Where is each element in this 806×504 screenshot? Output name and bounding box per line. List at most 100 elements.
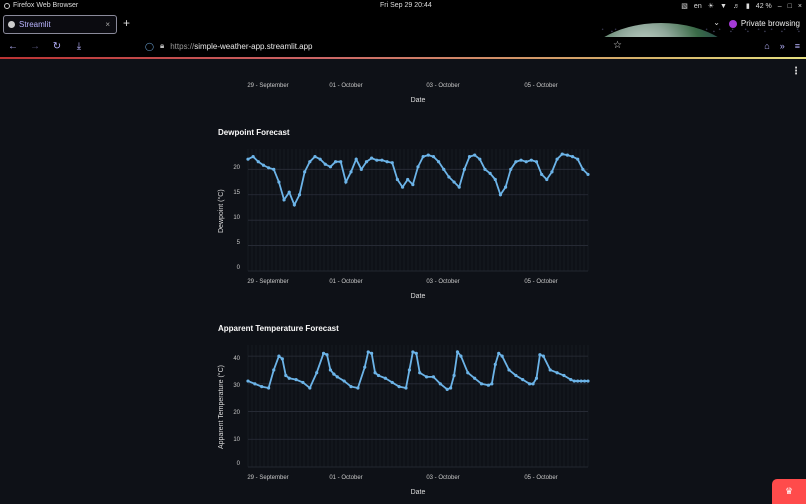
data-point[interactable] (356, 386, 360, 390)
data-point[interactable] (582, 379, 587, 383)
data-point[interactable] (325, 353, 329, 357)
data-point[interactable] (473, 153, 477, 157)
data-point[interactable] (493, 177, 497, 182)
data-point[interactable] (260, 384, 264, 389)
data-point[interactable] (586, 379, 590, 383)
overflow-chevron-icon[interactable]: » (779, 41, 785, 51)
data-point[interactable] (375, 158, 379, 162)
extensions-icon[interactable]: ⌂ (764, 41, 770, 51)
tab-close-icon[interactable]: × (105, 20, 110, 29)
data-point[interactable] (431, 155, 436, 159)
data-point[interactable] (437, 160, 441, 164)
tab-streamlit[interactable]: Streamlit × (3, 15, 117, 34)
maximize-button[interactable]: □ (787, 2, 792, 10)
apparent-temperature-plot-area[interactable] (246, 345, 590, 468)
data-point[interactable] (411, 182, 415, 187)
app-menu-icon[interactable]: ≡ (794, 41, 800, 51)
data-point[interactable] (493, 362, 497, 367)
data-point[interactable] (455, 350, 460, 354)
data-point[interactable] (280, 357, 284, 361)
data-point[interactable] (282, 198, 286, 202)
data-point[interactable] (390, 380, 394, 385)
data-point[interactable] (397, 384, 401, 389)
keyboard-icon[interactable]: ▧ (681, 3, 688, 10)
data-point[interactable] (459, 354, 463, 358)
data-point[interactable] (400, 185, 405, 189)
data-point[interactable] (411, 350, 415, 354)
reload-icon[interactable]: ↻ (52, 41, 62, 52)
data-point[interactable] (421, 155, 425, 159)
data-point[interactable] (524, 160, 528, 164)
data-point[interactable] (452, 180, 456, 184)
data-point[interactable] (572, 379, 576, 383)
wifi-icon[interactable]: ▼ (720, 2, 727, 10)
data-point[interactable] (529, 158, 533, 162)
data-point[interactable] (308, 160, 312, 164)
data-point[interactable] (442, 167, 446, 171)
volume-icon[interactable]: ♬ (732, 2, 740, 10)
data-point[interactable] (284, 373, 288, 378)
data-point[interactable] (581, 167, 585, 171)
data-point[interactable] (287, 376, 291, 380)
data-point[interactable] (267, 386, 271, 390)
data-point[interactable] (414, 351, 418, 355)
dewpoint-plot-area[interactable] (246, 149, 590, 272)
data-point[interactable] (462, 167, 466, 171)
data-point[interactable] (328, 368, 333, 372)
data-point[interactable] (570, 155, 575, 159)
data-point[interactable] (395, 177, 399, 182)
data-point[interactable] (246, 379, 250, 383)
streamlit-main[interactable]: ⋮ 29 - September 01 - October 03 - Octob… (0, 59, 806, 504)
battery-icon[interactable]: ▮ (745, 3, 750, 10)
data-point[interactable] (550, 170, 554, 174)
data-point[interactable] (579, 379, 583, 383)
language-indicator[interactable]: en (693, 2, 702, 10)
lock-icon[interactable]: 🔒︎ (159, 41, 165, 50)
downloads-icon[interactable]: ⤓ (76, 41, 82, 52)
data-point[interactable] (287, 190, 291, 194)
data-point[interactable] (531, 382, 535, 386)
data-point[interactable] (251, 155, 255, 159)
data-point[interactable] (292, 203, 296, 207)
data-point[interactable] (507, 368, 511, 372)
back-icon[interactable]: ← (8, 41, 18, 52)
data-point[interactable] (313, 155, 317, 159)
data-point[interactable] (380, 158, 384, 162)
data-point[interactable] (555, 371, 559, 375)
data-point[interactable] (545, 177, 549, 182)
data-point[interactable] (390, 161, 394, 165)
data-point[interactable] (332, 372, 336, 376)
data-point[interactable] (473, 376, 477, 380)
data-point[interactable] (373, 371, 377, 375)
data-point[interactable] (576, 157, 580, 161)
data-point[interactable] (519, 158, 523, 162)
data-point[interactable] (490, 382, 494, 386)
new-tab-button[interactable]: + (123, 16, 131, 30)
data-point[interactable] (467, 155, 472, 159)
data-point[interactable] (272, 167, 276, 171)
data-point[interactable] (328, 165, 333, 169)
forward-icon[interactable]: → (30, 41, 40, 52)
data-point[interactable] (445, 387, 449, 391)
url-bar[interactable]: ◯ 🔒︎ https://simple-weather-app.streamli… (145, 41, 313, 51)
data-point[interactable] (483, 167, 487, 171)
data-point[interactable] (528, 382, 532, 386)
data-point[interactable] (534, 376, 539, 380)
data-point[interactable] (349, 170, 353, 174)
brightness-icon[interactable]: ☀ (707, 3, 714, 10)
data-point[interactable] (267, 166, 271, 170)
data-point[interactable] (339, 160, 343, 164)
bookmark-star-icon[interactable]: ☆ (613, 40, 622, 51)
data-point[interactable] (315, 371, 319, 375)
data-point[interactable] (500, 354, 504, 358)
data-point[interactable] (486, 383, 491, 387)
data-point[interactable] (303, 170, 307, 174)
data-point[interactable] (586, 172, 590, 177)
data-point[interactable] (424, 375, 429, 379)
data-point[interactable] (418, 371, 422, 375)
data-point[interactable] (354, 157, 358, 161)
data-point[interactable] (385, 160, 389, 164)
data-point[interactable] (376, 373, 381, 378)
data-point[interactable] (509, 167, 513, 171)
data-point[interactable] (488, 171, 492, 175)
